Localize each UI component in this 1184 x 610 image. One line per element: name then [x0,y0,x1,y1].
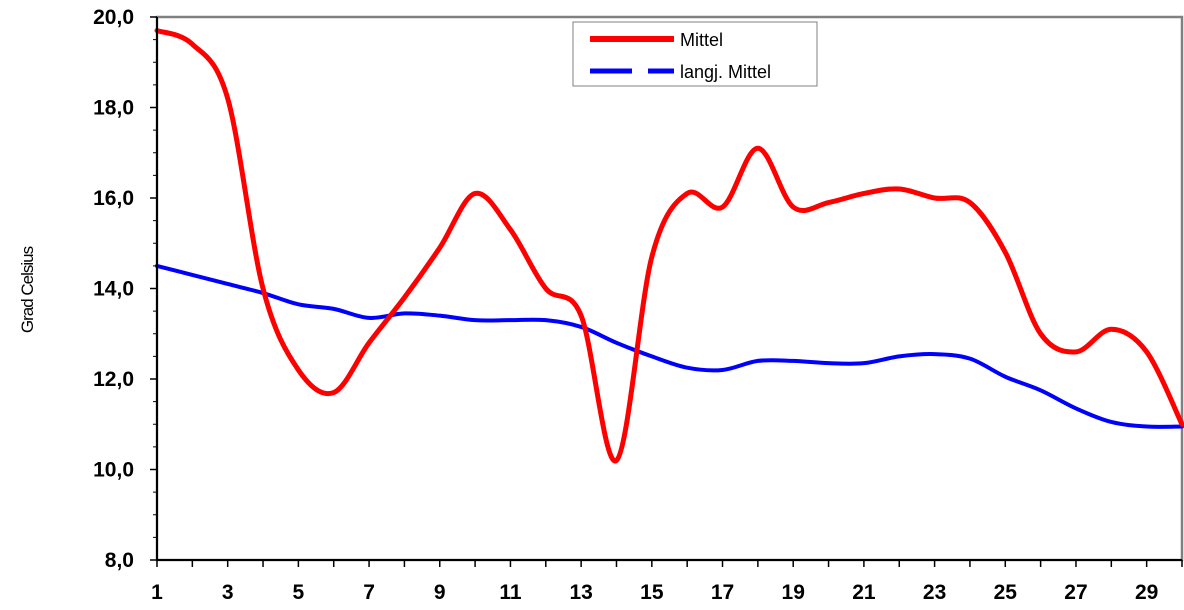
legend-box [572,21,818,87]
y-tick-label: 10,0 [93,459,134,482]
x-tick-label: 15 [640,581,664,604]
legend-label-mittel: Mittel [680,30,723,50]
x-tick-label: 19 [782,581,805,604]
x-tick-label: 5 [293,581,305,604]
x-tick-label: 27 [1064,581,1087,604]
plot-area [155,15,1184,562]
series-layer [154,28,1184,464]
legend: Mittel langj. Mittel [572,21,818,87]
series-line-langj-mittel [155,263,1184,429]
x-tick-label: 11 [499,581,522,604]
legend-label-langj-mittel: langj. Mittel [680,62,771,82]
axes: 8,010,012,014,016,018,020,01 3 5 7 9 11 13 15 17… [93,6,1183,604]
y-axis-title: Grad Celsius [18,246,37,333]
x-tick-label: 29 [1135,581,1158,604]
y-tick-label: 20,0 [93,6,134,29]
x-tick-label: 13 [569,581,592,604]
y-tick-label: 16,0 [93,187,134,210]
plot-frame [155,15,1184,562]
x-tick-label: 1 [151,581,163,604]
x-tick-label: 17 [711,581,734,604]
x-tick-label: 7 [363,581,375,604]
x-tick-label: 23 [923,581,946,604]
y-tick-label: 14,0 [93,278,134,301]
y-tick-label: 12,0 [93,368,134,391]
x-tick-label: 3 [222,581,234,604]
series-line-mittel [154,28,1184,464]
x-tick-label: 25 [994,581,1018,604]
x-tick-label: 9 [434,581,446,604]
y-tick-label: 8,0 [105,549,134,572]
y-tick-label: 18,0 [93,97,134,120]
x-tick-label: 21 [852,581,876,604]
